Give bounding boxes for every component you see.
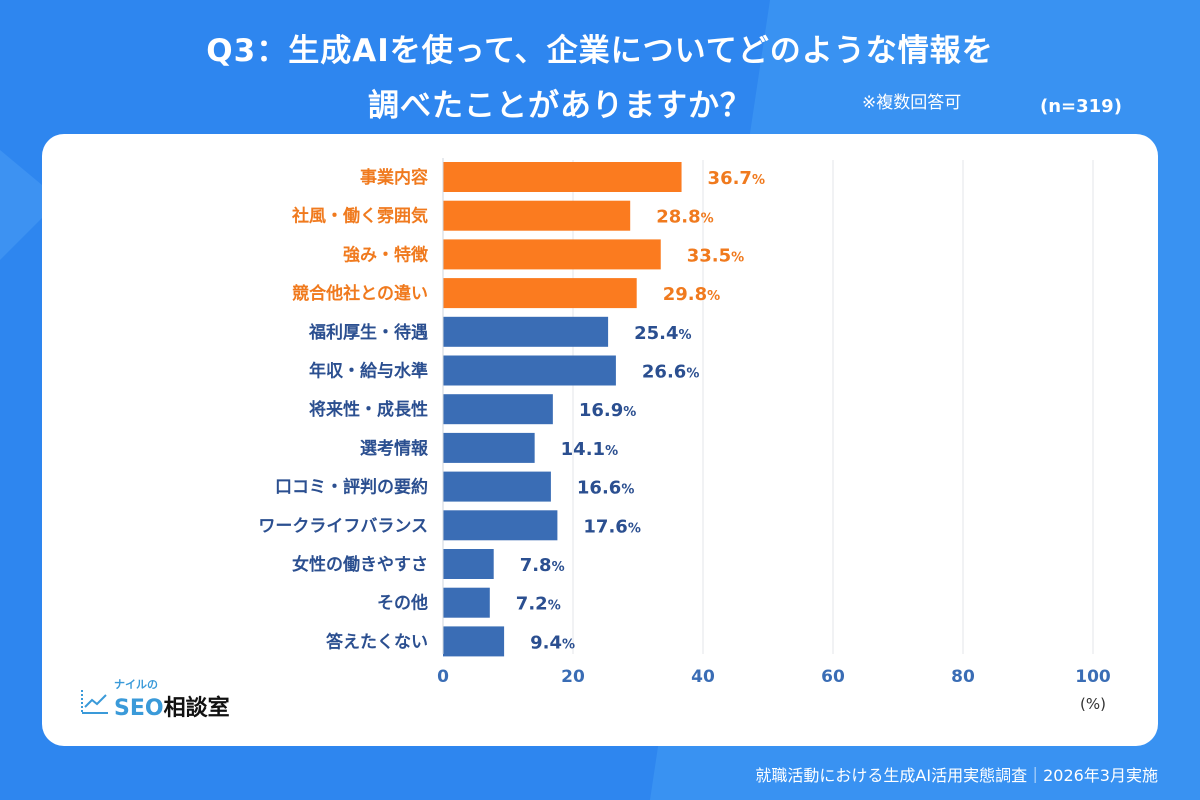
- logo-small-text: ナイルの: [114, 678, 158, 691]
- data-label: 33.5%: [687, 245, 744, 266]
- bar: [443, 626, 505, 657]
- bar: [443, 278, 637, 309]
- data-label: 7.2%: [516, 594, 561, 615]
- data-label: 28.8%: [656, 207, 713, 228]
- bar: [443, 316, 609, 347]
- survey-footer: 就職活動における生成AI活用実態調査｜2026年3月実施: [755, 766, 1158, 785]
- bar: [443, 510, 558, 541]
- bar-chart: 0 20 40 60 80 100 (%) 事業内容 36.7% 社風・働く雰囲気 28.8% 強み・…: [258, 158, 1111, 713]
- chart-title-line1: Q3：生成AIを使って、企業についてどのような情報を: [206, 33, 994, 69]
- bar: [443, 549, 494, 579]
- x-tick-label: 100: [1075, 667, 1111, 687]
- category-label: ワークライフバランス: [258, 516, 428, 536]
- data-label: 36.7%: [708, 168, 765, 189]
- chart-trend-icon: [81, 690, 108, 714]
- category-label: 年収・給与水準: [309, 361, 428, 382]
- multiple-answer-note: ※複数回答可: [862, 93, 962, 113]
- category-label: 強み・特徴: [343, 244, 429, 265]
- bar: [443, 162, 682, 192]
- category-label: 選考情報: [360, 438, 429, 459]
- chart-card: 0 20 40 60 80 100 (%) 事業内容 36.7% 社風・働く雰囲気 28.8% 強み・…: [42, 134, 1158, 746]
- bar: [443, 200, 631, 231]
- data-label: 26.6%: [642, 362, 699, 383]
- data-label: 7.8%: [520, 555, 565, 576]
- bar: [443, 355, 616, 386]
- bar: [443, 587, 490, 618]
- category-label: 将来性・成長性: [309, 399, 428, 420]
- x-axis-label: (%): [1080, 695, 1106, 713]
- x-tick-label: 40: [691, 667, 715, 687]
- logo-ja: 相談室: [163, 696, 230, 721]
- data-label: 16.6%: [577, 478, 634, 499]
- x-tick-label: 60: [821, 667, 845, 687]
- x-tick-label: 0: [437, 667, 449, 687]
- category-label: 事業内容: [360, 167, 428, 188]
- bar: [443, 471, 551, 502]
- logo-seo: SEO: [114, 696, 164, 721]
- data-label: 14.1%: [561, 439, 618, 460]
- data-label: 17.6%: [583, 516, 640, 537]
- data-label: 16.9%: [579, 400, 636, 421]
- category-label: 社風・働く雰囲気: [291, 206, 428, 227]
- bar: [443, 432, 535, 463]
- category-label: その他: [377, 593, 428, 614]
- bar: [443, 394, 553, 425]
- x-tick-label: 80: [951, 667, 975, 687]
- bar: [443, 239, 661, 270]
- category-label: 福利厚生・待遇: [308, 322, 428, 343]
- category-label: 女性の働きやすさ: [292, 554, 428, 575]
- category-label: 答えたくない: [326, 631, 428, 652]
- chart-title-line2: 調べたことがありますか？: [368, 88, 752, 124]
- data-label: 25.4%: [634, 323, 691, 344]
- category-label: 口コミ・評判の要約: [275, 477, 428, 498]
- data-label: 29.8%: [663, 284, 720, 305]
- category-label: 競合他社との違い: [292, 283, 428, 304]
- sample-size: (n=319): [1040, 96, 1122, 117]
- data-label: 9.4%: [530, 632, 575, 653]
- x-tick-label: 20: [561, 667, 585, 687]
